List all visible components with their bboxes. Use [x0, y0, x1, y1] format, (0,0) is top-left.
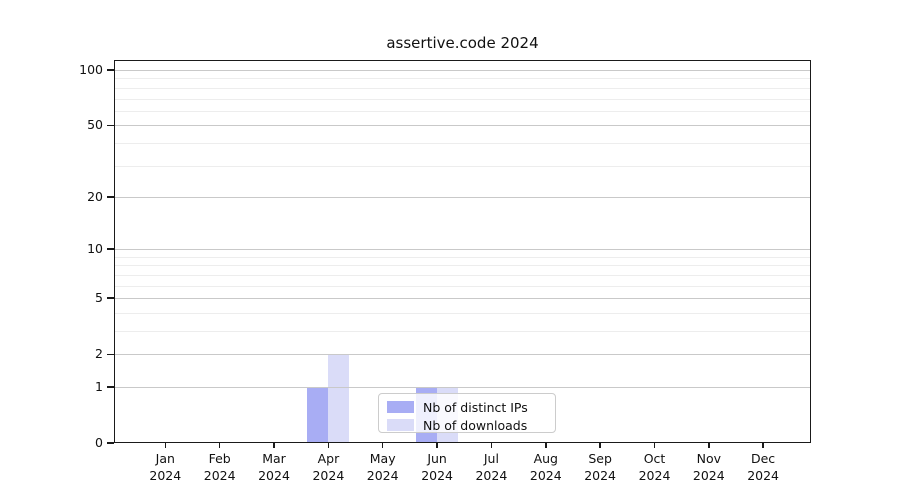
gridline-minor-6	[114, 285, 811, 287]
y-tick-label-50: 50	[87, 117, 103, 133]
y-tick-2	[107, 353, 114, 355]
y-tick-1	[107, 386, 114, 388]
gridline-minor-7	[114, 274, 811, 276]
y-tick-0	[107, 442, 114, 444]
gridline-major-2	[114, 354, 811, 356]
x-tick-oct	[653, 443, 656, 448]
x-tick-dec	[762, 443, 764, 448]
x-tick-label-aug: Aug 2024	[529, 451, 562, 483]
gridline-major-50	[114, 125, 811, 127]
legend-swatch-distinct-ips	[387, 401, 414, 413]
x-tick-label-apr: Apr 2024	[312, 451, 345, 483]
x-tick-label-sep: Sep 2024	[584, 451, 616, 483]
x-tick-label-dec: Dec 2024	[747, 451, 779, 483]
gridline-minor-9	[114, 256, 811, 258]
gridline-minor-80	[114, 87, 811, 89]
gridline-minor-30	[114, 165, 811, 167]
y-tick-label-10: 10	[87, 241, 103, 257]
x-tick-mar	[273, 443, 275, 448]
chart-title: assertive.code 2024	[386, 34, 539, 52]
gridline-minor-40	[114, 142, 811, 144]
gridline-major-1	[114, 387, 811, 388]
y-tick-label-20: 20	[87, 188, 103, 204]
gridline-minor-8	[114, 265, 811, 267]
x-tick-label-jan: Jan 2024	[149, 451, 182, 483]
y-tick-5	[107, 297, 114, 299]
axes-frame	[114, 60, 811, 443]
gridline-minor-60	[114, 110, 811, 112]
x-tick-label-jun: Jun 2024	[421, 451, 453, 483]
gridline-minor-3	[114, 331, 811, 332]
bar-nb-of-distinct-ips-apr	[307, 387, 329, 443]
x-tick-label-mar: Mar 2024	[258, 451, 290, 483]
y-tick-label-1: 1	[95, 379, 103, 394]
y-tick-20	[107, 196, 114, 198]
gridline-major-10	[114, 249, 811, 251]
y-tick-label-100: 100	[79, 62, 103, 77]
gridline-major-100	[114, 70, 811, 71]
x-tick-label-jul: Jul 2024	[475, 451, 508, 483]
legend-item-downloads: Nb of downloads	[387, 417, 547, 433]
x-tick-feb	[218, 443, 221, 448]
x-tick-label-oct: Oct 2024	[638, 451, 671, 483]
x-tick-sep	[599, 443, 601, 448]
x-tick-jan	[164, 443, 167, 448]
gridline-major-5	[114, 298, 811, 300]
y-tick-label-0: 0	[95, 435, 103, 450]
legend-swatch-downloads	[387, 419, 414, 431]
x-tick-jul	[490, 443, 493, 448]
x-tick-nov	[708, 443, 710, 448]
y-tick-100	[107, 69, 114, 71]
y-tick-10	[107, 248, 114, 250]
x-tick-jun	[436, 443, 438, 448]
y-tick-label-5: 5	[95, 290, 103, 306]
gridline-minor-4	[114, 312, 811, 314]
plot-area: Nb of distinct IPs Nb of downloads	[114, 60, 811, 443]
x-tick-may	[381, 443, 384, 448]
gridline-minor-70	[114, 98, 811, 100]
gridline-minor-90	[114, 78, 811, 80]
legend-item-distinct-ips: Nb of distinct IPs	[387, 399, 547, 415]
y-tick-50	[107, 124, 114, 126]
x-tick-label-feb: Feb 2024	[203, 451, 236, 483]
x-tick-label-may: May 2024	[366, 451, 399, 483]
legend-label-downloads: Nb of downloads	[423, 417, 528, 433]
x-tick-label-nov: Nov 2024	[692, 451, 725, 483]
y-tick-label-2: 2	[95, 346, 103, 362]
legend-label-distinct-ips: Nb of distinct IPs	[423, 399, 528, 415]
x-tick-aug	[545, 443, 547, 448]
x-tick-apr	[327, 443, 330, 448]
bar-nb-of-downloads-apr	[328, 354, 350, 443]
legend: Nb of distinct IPs Nb of downloads	[378, 393, 556, 433]
gridline-major-20	[114, 196, 811, 198]
